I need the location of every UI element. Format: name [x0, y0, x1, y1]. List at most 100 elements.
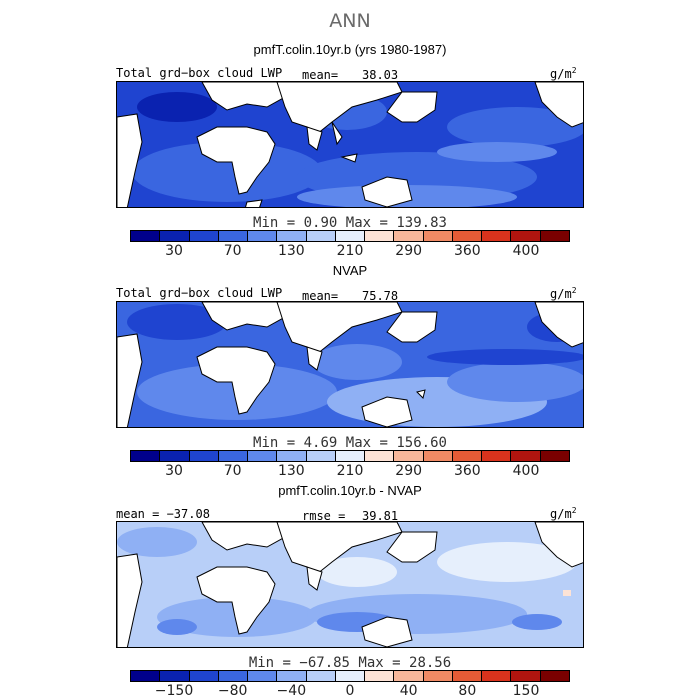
panel-2-units: g/m2 [550, 286, 577, 301]
panel-2-colorbar [130, 450, 570, 462]
panel-1-units: g/m2 [550, 66, 577, 81]
field-region [512, 614, 562, 630]
panel-1-map-graphic [117, 82, 583, 207]
colorbar-swatch [394, 451, 424, 461]
field-region [132, 142, 322, 202]
colorbar-swatch [218, 451, 249, 461]
colorbar-swatch [160, 451, 190, 461]
colorbar-swatch [335, 671, 366, 681]
land-mass [117, 82, 583, 207]
colorbar-swatch [482, 671, 512, 681]
colorbar-tick-label: −40 [276, 683, 307, 699]
colorbar-swatch [394, 231, 424, 241]
colorbar-tick-label: −150 [154, 683, 194, 699]
colorbar-swatch [482, 451, 512, 461]
colorbar-tick-label: 70 [223, 463, 242, 479]
colorbar-swatch [511, 671, 541, 681]
panel-3-title: pmfT.colin.10yr.b - NVAP [278, 483, 422, 498]
colorbar-swatch [540, 231, 569, 241]
field-region [157, 619, 197, 635]
colorbar-swatch [365, 451, 395, 461]
panel-2-mean-value: 75.78 [362, 289, 399, 303]
panel-1-map [116, 81, 584, 208]
panel-3-map [116, 521, 584, 648]
colorbar-tick-label: 360 [453, 463, 481, 479]
colorbar-tick-label: 40 [399, 683, 418, 699]
colorbar-swatch [277, 451, 307, 461]
colorbar-swatch [189, 451, 219, 461]
panel-1-mean-label: mean= [302, 68, 339, 82]
colorbar-swatch [335, 231, 366, 241]
colorbar-swatch [540, 671, 569, 681]
colorbar-swatch [189, 231, 219, 241]
colorbar-tick-label: 360 [453, 243, 481, 259]
colorbar-swatch [394, 671, 424, 681]
panel-1-minmax: Min = 0.90 Max = 139.83 [253, 215, 447, 231]
colorbar-swatch [248, 231, 278, 241]
colorbar-swatch [423, 231, 453, 241]
colorbar-swatch [277, 231, 307, 241]
panel-2-mean-label: mean= [302, 289, 339, 303]
field-region [117, 527, 197, 557]
panel-1-title: pmfT.colin.10yr.b (yrs 1980-1987) [253, 42, 447, 57]
panel-2-map [116, 301, 584, 428]
panel-1-mean-value: 38.03 [362, 68, 399, 82]
colorbar-swatch [423, 451, 453, 461]
panel-3-units: g/m2 [550, 506, 577, 521]
colorbar-tick-label: 30 [165, 243, 183, 259]
colorbar-swatch [306, 671, 336, 681]
panel-1-variable-label: Total grd−box cloud LWP [116, 66, 283, 80]
colorbar-swatch [511, 451, 541, 461]
colorbar-tick-label: 130 [277, 243, 305, 259]
colorbar-swatch [423, 671, 453, 681]
land-mass [117, 302, 583, 427]
colorbar-tick-label: 80 [458, 683, 477, 699]
field-region [437, 142, 557, 162]
colorbar-swatch [540, 451, 569, 461]
colorbar-tick-label: 290 [395, 463, 423, 479]
colorbar-tick-label: 400 [512, 243, 540, 259]
colorbar-tick-label: 400 [512, 463, 540, 479]
panel-3-mean-label: mean = −37.08 [116, 507, 210, 521]
colorbar-swatch [131, 231, 161, 241]
colorbar-swatch [131, 451, 161, 461]
colorbar-tick-label: 70 [223, 243, 242, 259]
colorbar-swatch [160, 231, 190, 241]
panel-3-colorbar [130, 670, 570, 682]
colorbar-swatch [218, 671, 249, 681]
colorbar-tick-label: −80 [217, 683, 248, 699]
colorbar-tick-label: 130 [277, 463, 305, 479]
colorbar-swatch [452, 671, 483, 681]
field-region [447, 107, 583, 147]
colorbar-tick-label: 150 [512, 683, 540, 699]
colorbar-swatch [218, 231, 249, 241]
panel-2-variable-label: Total grd−box cloud LWP [116, 286, 283, 300]
land-mass [117, 522, 583, 647]
panel-2-title: NVAP [332, 263, 368, 278]
panel-3-map-graphic [117, 522, 583, 647]
colorbar-swatch [160, 671, 190, 681]
colorbar-swatch [482, 231, 512, 241]
colorbar-swatch [335, 451, 366, 461]
colorbar-swatch [306, 451, 336, 461]
field-region [137, 92, 217, 122]
colorbar-tick-label: 30 [165, 463, 183, 479]
panel-2-minmax: Min = 4.69 Max = 156.60 [253, 435, 447, 451]
panel-1-colorbar [130, 230, 570, 242]
field-region [127, 304, 227, 340]
colorbar-swatch [452, 451, 483, 461]
colorbar-swatch [248, 671, 278, 681]
colorbar-swatch [189, 671, 219, 681]
field-region [563, 590, 571, 596]
colorbar-swatch [306, 231, 336, 241]
colorbar-tick-label: 210 [336, 243, 364, 259]
colorbar-tick-label: 290 [395, 243, 423, 259]
field-region [437, 542, 577, 582]
colorbar-swatch [277, 671, 307, 681]
field-region [317, 557, 397, 587]
colorbar-swatch [131, 671, 161, 681]
colorbar-swatch [365, 671, 395, 681]
field-region [427, 349, 583, 365]
colorbar-swatch [511, 231, 541, 241]
colorbar-tick-label: 210 [336, 463, 364, 479]
